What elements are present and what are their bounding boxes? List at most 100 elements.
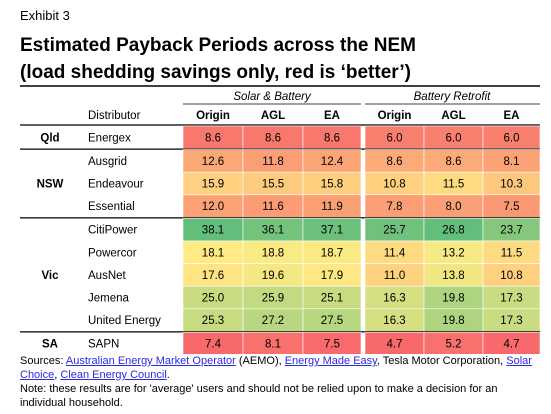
cell-value: 11.0 [384,270,406,282]
cell-value: 16.3 [383,315,405,327]
source-text: . [166,369,170,381]
source-link[interactable]: Solar Choice [20,355,532,381]
cell-value: 27.2 [262,315,284,327]
cell-value: 25.1 [321,293,343,305]
cell-value: 37.1 [321,225,343,237]
cell-value: 8.6 [446,156,462,168]
distributor: Powercor [88,247,137,259]
region: Vic [41,270,59,282]
cell-value: 12.6 [202,156,224,168]
sources: Sources: Australian Energy Market Operat… [20,354,545,382]
cell-value: 10.8 [500,270,522,282]
cell-value: 13.2 [442,247,464,259]
cell-value: 15.8 [321,179,343,191]
cell-value: 8.6 [265,132,281,144]
cell-value: 8.6 [324,132,340,144]
cell-value: 18.8 [262,247,284,259]
cell-value: 8.0 [446,201,462,213]
source-text: , Tesla Motor Corporation, [376,355,507,367]
distributor: United Energy [88,315,161,327]
exhibit-label: Exhibit 3 [20,8,70,23]
cell-value: 19.8 [442,293,464,305]
cell-value: 8.1 [265,339,281,351]
cell-value: 25.9 [262,293,284,305]
cell-value: 7.8 [387,201,403,213]
cell-value: 4.7 [387,339,403,351]
region: NSW [37,179,64,191]
cell-value: 11.5 [443,179,465,191]
cell-value: 5.2 [446,339,462,351]
column-header: AGL [261,110,285,122]
distributor: Energex [88,132,131,144]
cell-value: 25.3 [202,315,224,327]
cell-value: 17.6 [202,270,224,282]
distributor: CitiPower [88,225,137,237]
source-link[interactable]: Energy Made Easy [284,355,377,367]
cell-value: 11.5 [501,247,523,259]
cell-value: 25.7 [383,225,405,237]
cell-value: 8.6 [387,156,403,168]
cell-value: 15.9 [202,179,224,191]
source-text: Sources: [20,355,66,367]
cell-value: 12.4 [321,156,344,168]
column-header: Distributor [88,110,141,122]
distributor: Endeavour [88,179,144,191]
source-text: (AEMO), [235,355,285,367]
column-header: EA [504,110,520,122]
source-link[interactable]: Australian Energy Market Operator [65,355,236,367]
distributor: AusNet [88,270,127,282]
title: (load shedding savings only, red is ‘bet… [20,62,411,83]
column-header: Origin [196,110,230,122]
cell-value: 36.1 [262,225,284,237]
distributor: SAPN [88,339,119,351]
cell-value: 17.3 [500,293,522,305]
note: Note: these results are for 'average' us… [20,383,498,409]
cell-value: 7.5 [504,201,520,213]
source-text: , [54,369,61,381]
cell-value: 11.6 [262,201,284,213]
region: Qld [40,132,59,144]
distributor: Jemena [88,293,130,305]
heat-cell [302,332,362,354]
cell-value: 11.4 [384,247,406,259]
column-header: EA [324,110,340,122]
cell-value: 16.3 [383,293,405,305]
cell-value: 18.1 [202,247,224,259]
cell-value: 12.0 [202,201,224,213]
region: SA [42,339,58,351]
cell-value: 10.3 [500,179,522,191]
title: Estimated Payback Periods across the NEM [20,35,416,56]
cell-value: 19.6 [262,270,284,282]
cell-value: 8.6 [205,132,221,144]
footer: Sources: Australian Energy Market Operat… [20,354,545,410]
distributor: Ausgrid [88,156,127,168]
column-header: Origin [378,110,412,122]
cell-value: 10.8 [383,179,405,191]
heat-cell [482,332,541,354]
cell-value: 6.0 [504,132,520,144]
cell-value: 7.4 [205,339,222,351]
cell-value: 13.8 [442,270,464,282]
cell-value: 15.5 [262,179,284,191]
cell-value: 38.1 [202,225,224,237]
cell-value: 7.5 [324,339,340,351]
cell-value: 11.8 [262,156,284,168]
cell-value: 23.7 [500,225,522,237]
cell-value: 25.0 [202,293,224,305]
cell-value: 6.0 [387,132,403,144]
cell-value: 26.8 [442,225,464,237]
cell-value: 17.9 [321,270,343,282]
column-header: AGL [441,110,465,122]
cell-value: 19.8 [442,315,464,327]
distributor: Essential [88,201,135,213]
group-header: Battery Retrofit [414,91,491,103]
cell-value: 4.7 [504,339,520,351]
group-header: Solar & Battery [233,91,312,103]
cell-value: 11.9 [321,201,343,213]
exhibit: Exhibit 3 Estimated Payback Periods acro… [20,8,541,354]
cell-value: 18.7 [321,247,343,259]
cell-value: 27.5 [321,315,343,327]
cell-value: 17.3 [500,315,522,327]
source-link[interactable]: Clean Energy Council [60,369,167,381]
